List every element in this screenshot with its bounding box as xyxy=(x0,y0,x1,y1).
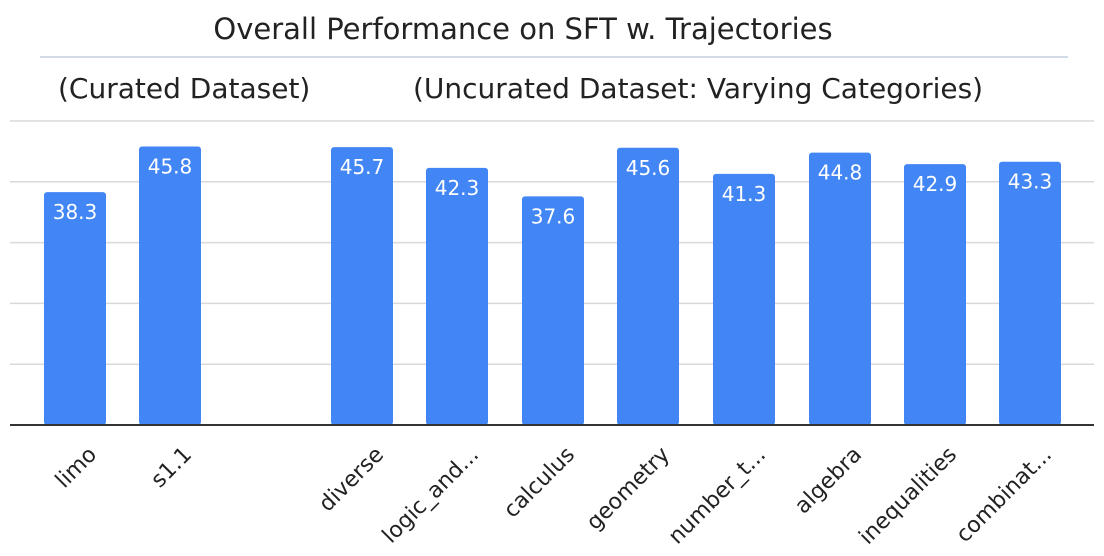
bar-logic_and... xyxy=(426,167,488,426)
bar-value-label: 45.7 xyxy=(340,155,385,179)
group-label-uncurated: (Uncurated Dataset: Varying Categories) xyxy=(413,72,984,105)
bar-geometry xyxy=(617,147,679,425)
x-tick-label: s1.1 xyxy=(146,442,197,493)
bar-value-label: 42.9 xyxy=(913,172,958,196)
bar-limo xyxy=(44,192,106,425)
bar-value-label: 37.6 xyxy=(531,204,576,228)
x-tick-label: geometry xyxy=(582,442,675,535)
x-tick-label: calculus xyxy=(499,442,580,523)
bar-calculus xyxy=(522,196,584,425)
bar-diverse xyxy=(331,147,393,426)
x-tick-label: logic_and... xyxy=(378,442,484,548)
bar-inequalities xyxy=(904,164,966,425)
x-tick-label: number_t... xyxy=(664,442,771,549)
bar-value-label: 38.3 xyxy=(53,200,98,224)
bar-value-label: 43.3 xyxy=(1008,170,1053,194)
x-tick-label: inequalities xyxy=(855,442,962,549)
bar-number_t... xyxy=(713,173,775,425)
bar-value-label: 42.3 xyxy=(435,176,480,200)
bar-value-label: 45.6 xyxy=(626,156,671,180)
bar-combinat... xyxy=(999,161,1061,425)
x-tick-label: diverse xyxy=(314,442,389,517)
x-tick-label: limo xyxy=(51,442,102,493)
group-label-curated: (Curated Dataset) xyxy=(58,72,311,105)
bar-algebra xyxy=(809,152,871,425)
bar-value-label: 45.8 xyxy=(148,155,193,179)
x-tick-label: combinat... xyxy=(952,442,1057,547)
bar-value-label: 41.3 xyxy=(722,182,767,206)
title-divider xyxy=(40,56,1068,58)
x-tick-label: algebra xyxy=(790,442,867,519)
bar-s1.1 xyxy=(139,146,201,425)
bar-value-label: 44.8 xyxy=(818,161,863,185)
chart-title: Overall Performance on SFT w. Trajectori… xyxy=(213,12,833,46)
